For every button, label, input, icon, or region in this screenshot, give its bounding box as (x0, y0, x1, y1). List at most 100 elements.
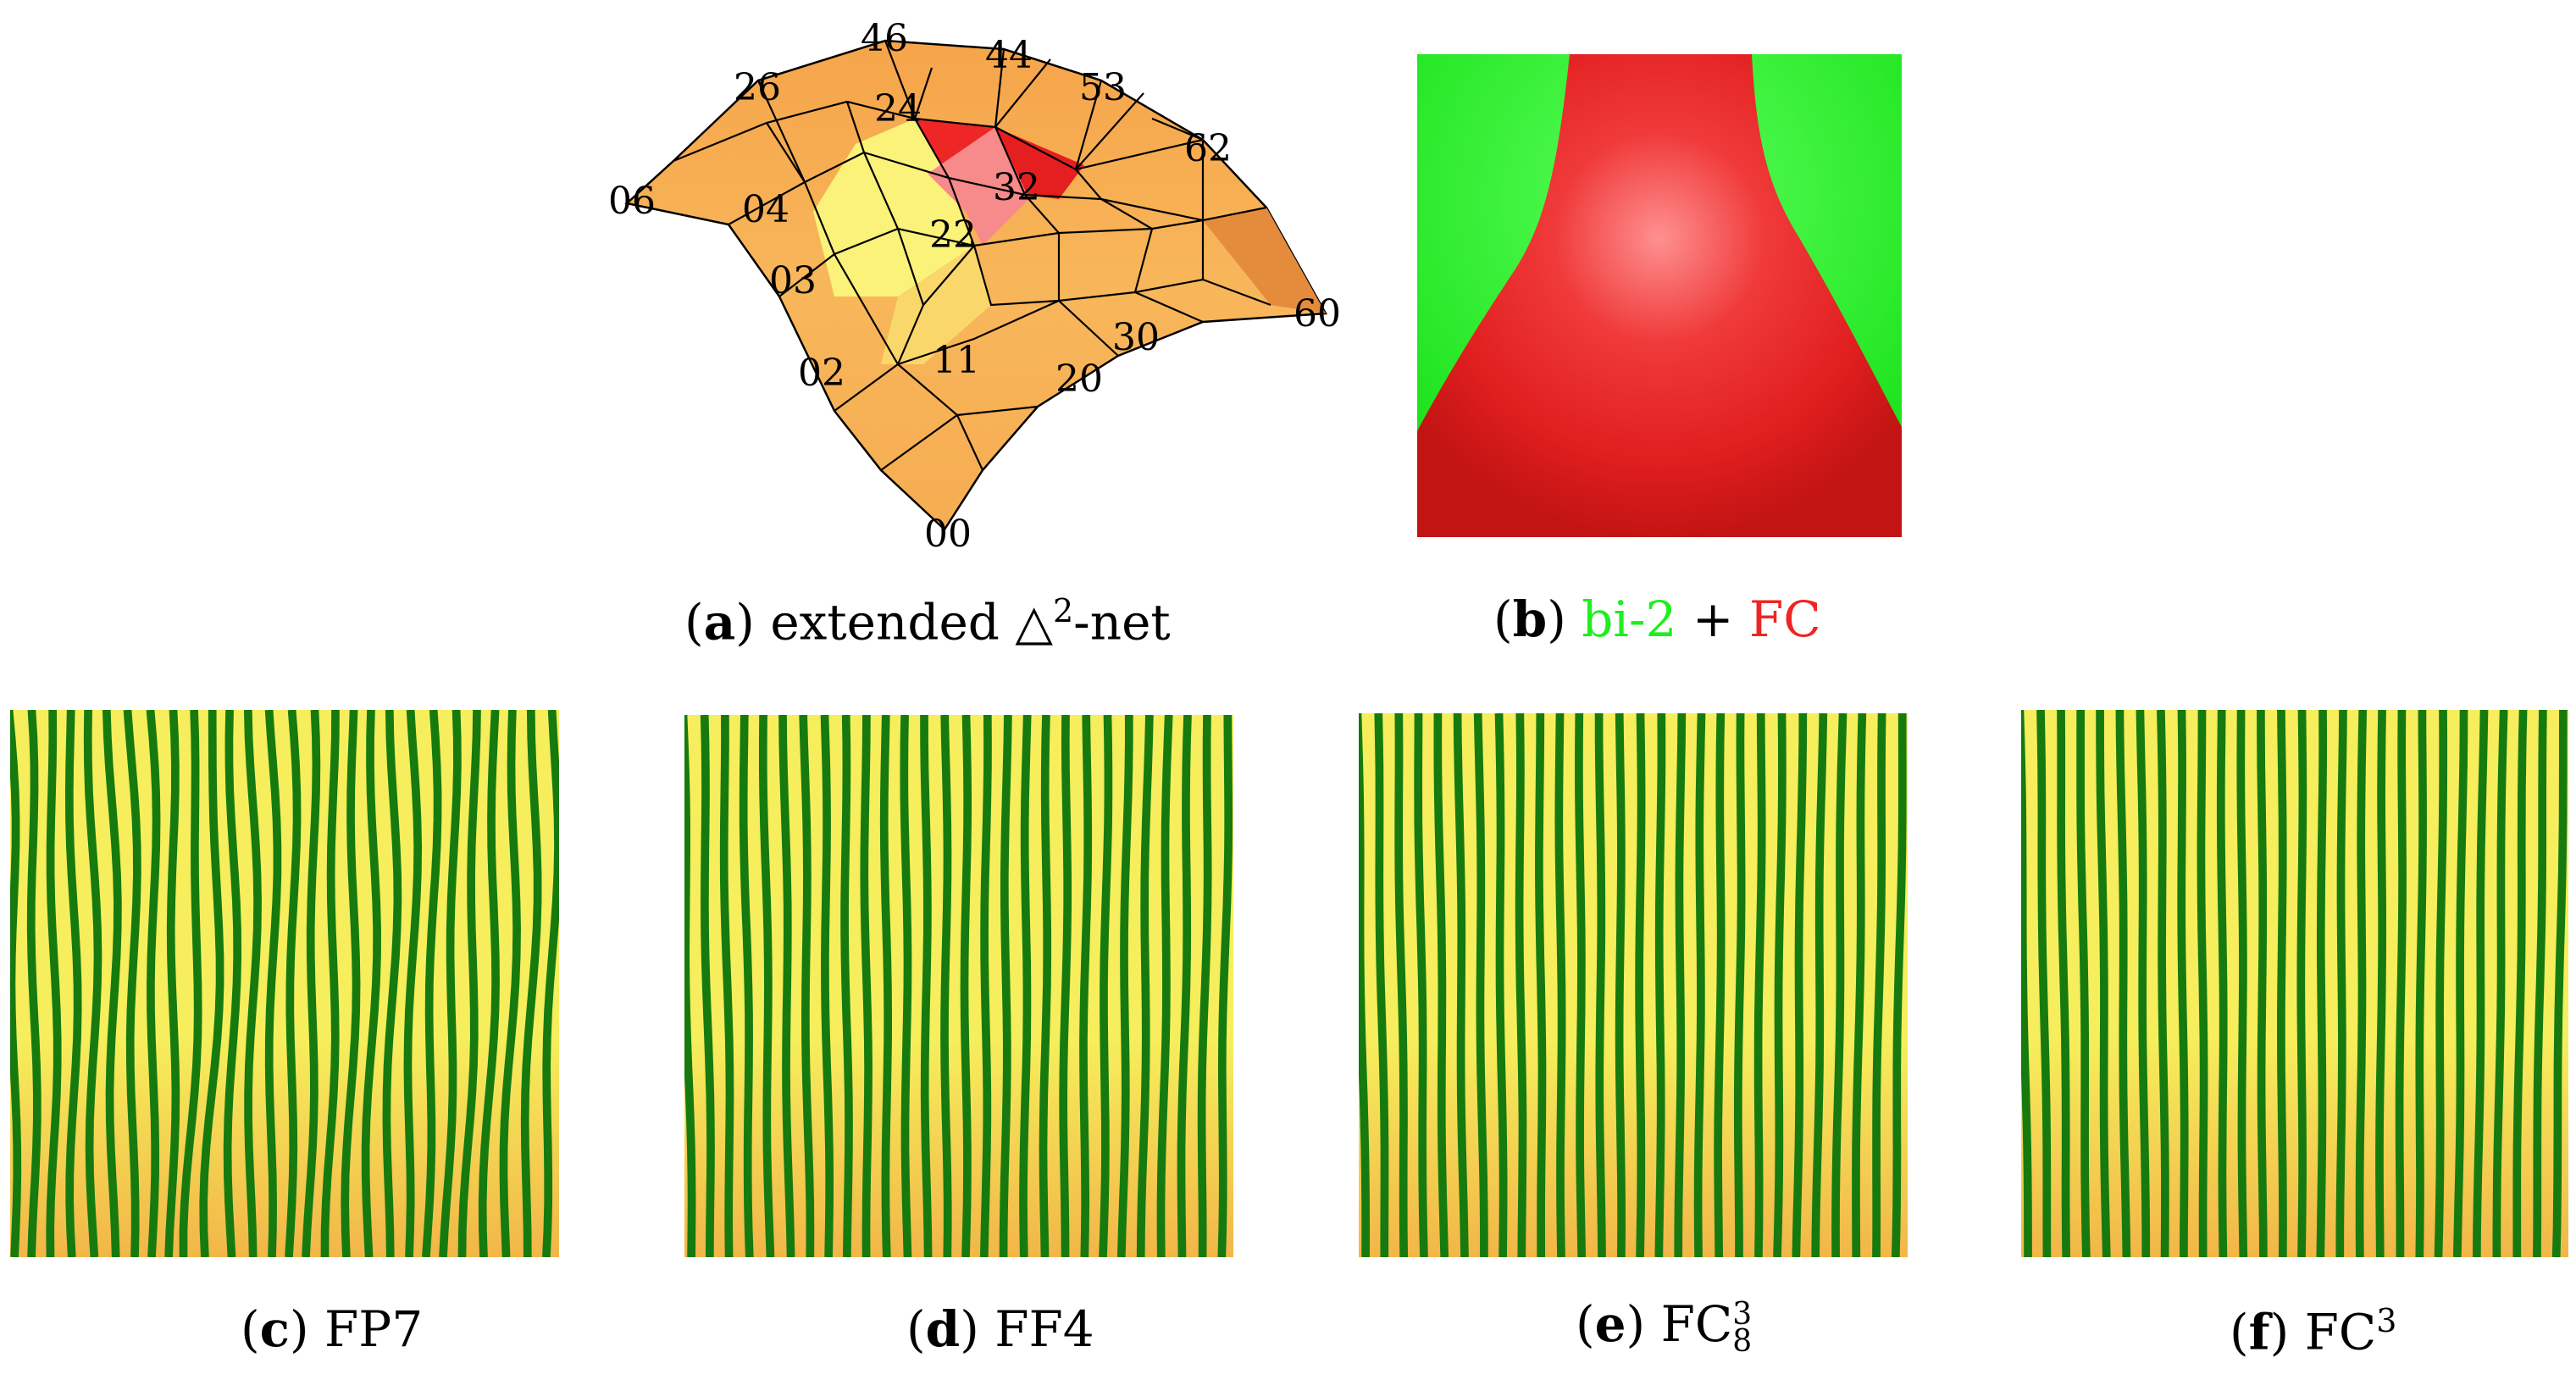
zebra-stripe (439, 710, 462, 1257)
vertex-label-30: 30 (1112, 316, 1160, 359)
zebra-stripe (1059, 715, 1072, 1257)
zebra-stripe (1019, 715, 1032, 1257)
zebra-stripe (2096, 710, 2111, 1257)
zebra-stripe (2551, 710, 2568, 1257)
caption-d-label: FF4 (994, 1300, 1094, 1358)
zebra-stripe (199, 710, 224, 1257)
zebra-stripe (223, 710, 242, 1257)
zebra-stripe (1635, 713, 1646, 1257)
zebra-stripe (1535, 713, 1547, 1257)
zebra-stripe (1433, 713, 1449, 1257)
vertex-label-60: 60 (1294, 292, 1341, 335)
zebra-stripe (179, 710, 202, 1257)
zebra-stripe (2512, 710, 2528, 1257)
caption-b-red: FC (1748, 590, 1821, 648)
zebra-stripe (499, 710, 521, 1257)
zebra-stripe (979, 715, 992, 1257)
vertex-label-46: 46 (861, 17, 908, 60)
zebra-stripe (2136, 710, 2151, 1257)
vertex-label-62: 62 (1184, 127, 1232, 170)
zebra-stripe (2492, 710, 2508, 1257)
zebra-stripe (146, 710, 161, 1257)
zebra-stripe (2021, 710, 2032, 1257)
zebra-stripe (1473, 713, 1488, 1257)
caption-e-sup: 3 (1732, 1296, 1753, 1332)
vertex-label-26: 26 (734, 66, 781, 109)
zebra-stripe (2115, 710, 2131, 1257)
caption-b-tag: b (1512, 590, 1548, 648)
zebra-stripe (341, 710, 361, 1257)
zebra-stripe (1714, 713, 1726, 1257)
zebra-stripe (799, 715, 815, 1257)
vertex-label-02: 02 (798, 352, 845, 395)
zebra-stripe (1136, 715, 1154, 1257)
caption-c: (c) FP7 (241, 1300, 424, 1358)
zebra-stripe (382, 710, 402, 1257)
caption-c-tag: c (259, 1300, 290, 1358)
caption-a-text: extended △ (770, 593, 1053, 651)
vertex-label-20: 20 (1055, 357, 1103, 401)
vertex-label-03: 03 (769, 259, 817, 302)
caption-f: (f) FC3 (2230, 1302, 2397, 1361)
zebra-stripe (2216, 710, 2228, 1257)
zebra-stripe (999, 715, 1012, 1257)
stripe-panel-c (10, 710, 559, 1257)
zebra-stripe (2157, 710, 2169, 1257)
zebra-stripe (1515, 713, 1527, 1257)
zebra-stripe (1359, 713, 1371, 1257)
zebra-stripe (1394, 713, 1409, 1257)
zebra-stripe (1733, 713, 1746, 1257)
caption-d-tag: d (925, 1300, 961, 1358)
caption-b: (b) bi-2 + FC (1493, 590, 1821, 648)
zebra-stripe (1615, 713, 1626, 1257)
zebra-stripe (758, 715, 775, 1257)
zebra-stripe (719, 715, 734, 1257)
zebra-stripe (422, 710, 442, 1257)
zebra-stripe (2452, 710, 2468, 1257)
zebra-stripe (778, 715, 795, 1257)
fc-red-region (1417, 54, 1902, 537)
zebra-stripe (700, 715, 715, 1257)
net-dark-edge (1203, 208, 1326, 313)
zebra-stripe (46, 710, 62, 1257)
zebra-stripe (860, 715, 873, 1257)
caption-a-tag: a (703, 593, 736, 651)
caption-b-green: bi-2 (1582, 590, 1677, 648)
zebra-stripe (820, 715, 834, 1257)
zebra-stripe (10, 710, 22, 1257)
zebra-stripe (2296, 710, 2307, 1257)
stripe-panel-e (1359, 713, 1908, 1257)
zebra-stripe (1811, 713, 1828, 1257)
zebra-stripe (1693, 713, 1706, 1257)
zebra-stripe (739, 715, 754, 1257)
zebra-stripe (2316, 710, 2328, 1257)
zebra-stripe (302, 710, 321, 1257)
zebra-stripe (1773, 713, 1787, 1257)
zebra-stripe (1156, 715, 1173, 1257)
zebra-stripe (2533, 710, 2547, 1257)
zebra-stripe (1079, 715, 1093, 1257)
caption-e-tag: e (1594, 1295, 1626, 1353)
zebra-stripe (684, 715, 696, 1257)
zebra-stripe (1116, 715, 1133, 1257)
zebra-stripe (1575, 713, 1587, 1257)
zebra-stripe (2472, 710, 2489, 1257)
zebra-stripe (1891, 713, 1907, 1257)
zebra-stripe (1099, 715, 1113, 1257)
zebra-stripe (2395, 710, 2407, 1257)
zebra-stripe (83, 710, 102, 1257)
zebra-stripe (26, 710, 42, 1257)
zebra-stripe (1039, 715, 1052, 1257)
caption-e: (e) FC 3 8 (1576, 1295, 1753, 1359)
zebra-stripe (520, 710, 542, 1257)
zebra-stripe (1374, 713, 1389, 1257)
zebra-stripe (2197, 710, 2208, 1257)
caption-d: (d) FF4 (906, 1300, 1094, 1358)
zebra-stripe (1453, 713, 1469, 1257)
zebra-stripe (542, 710, 559, 1257)
zebra-stripe (2415, 710, 2427, 1257)
caption-b-plus: + (1692, 590, 1734, 648)
zebra-stripe (2434, 710, 2448, 1257)
caption-f-sup: 3 (2376, 1302, 2397, 1339)
zebra-stripe (2236, 710, 2248, 1257)
